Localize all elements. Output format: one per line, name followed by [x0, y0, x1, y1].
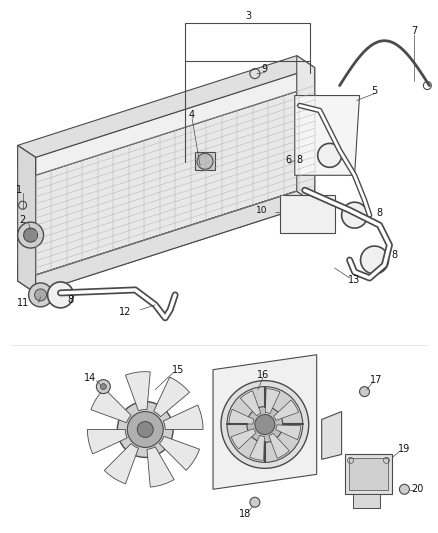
Text: 1: 1 [16, 185, 22, 195]
Circle shape [117, 401, 173, 457]
Polygon shape [265, 389, 280, 414]
Text: 3: 3 [245, 11, 251, 21]
Text: 10: 10 [256, 206, 268, 215]
Bar [349, 458, 389, 490]
Polygon shape [18, 146, 35, 175]
Text: 14: 14 [84, 373, 96, 383]
Circle shape [137, 422, 153, 438]
Polygon shape [250, 435, 265, 461]
Text: 8: 8 [297, 155, 303, 165]
Polygon shape [88, 430, 127, 454]
Circle shape [96, 379, 110, 393]
Circle shape [100, 384, 106, 390]
Circle shape [255, 415, 275, 434]
Polygon shape [269, 433, 290, 458]
Circle shape [18, 222, 43, 248]
Text: 19: 19 [398, 445, 410, 455]
Text: 11: 11 [17, 298, 29, 308]
Polygon shape [163, 405, 203, 430]
Polygon shape [35, 68, 314, 175]
Bar [195, 152, 215, 171]
Circle shape [28, 283, 53, 307]
Circle shape [197, 154, 213, 169]
Text: 7: 7 [411, 26, 417, 36]
Text: 9: 9 [262, 63, 268, 74]
Polygon shape [154, 377, 190, 417]
Circle shape [35, 289, 46, 301]
Polygon shape [18, 55, 314, 157]
Polygon shape [18, 263, 35, 293]
Circle shape [318, 143, 342, 167]
Bar [280, 195, 335, 233]
Circle shape [399, 484, 410, 494]
Text: 18: 18 [239, 509, 251, 519]
Text: 12: 12 [119, 307, 131, 317]
Polygon shape [321, 411, 342, 459]
Polygon shape [295, 95, 360, 175]
Text: 15: 15 [172, 365, 184, 375]
Polygon shape [125, 372, 150, 411]
Circle shape [127, 411, 163, 447]
Text: 4: 4 [189, 110, 195, 120]
Polygon shape [91, 389, 131, 423]
Polygon shape [159, 437, 200, 470]
Circle shape [360, 386, 370, 397]
Bar [185, 23, 310, 61]
Circle shape [342, 202, 367, 228]
Polygon shape [276, 425, 301, 440]
Bar [353, 494, 381, 508]
Circle shape [24, 228, 38, 242]
Text: 8: 8 [392, 250, 398, 260]
Polygon shape [35, 185, 314, 293]
Polygon shape [229, 409, 254, 424]
Text: 5: 5 [371, 86, 378, 95]
Text: 2: 2 [20, 215, 26, 225]
Text: 20: 20 [411, 484, 424, 494]
Polygon shape [297, 55, 314, 203]
Circle shape [360, 246, 389, 274]
Circle shape [247, 407, 283, 442]
Polygon shape [35, 86, 314, 275]
Text: 17: 17 [370, 375, 383, 385]
Circle shape [227, 386, 303, 462]
Polygon shape [274, 400, 299, 421]
Text: 8: 8 [67, 295, 74, 305]
Text: 16: 16 [257, 370, 269, 379]
Polygon shape [213, 355, 317, 489]
Polygon shape [147, 447, 174, 487]
Polygon shape [231, 429, 256, 449]
Polygon shape [104, 443, 138, 484]
Circle shape [250, 497, 260, 507]
Circle shape [48, 282, 74, 308]
Text: 6: 6 [286, 155, 292, 165]
Circle shape [221, 381, 309, 469]
Polygon shape [240, 391, 261, 416]
Polygon shape [18, 191, 314, 293]
Text: 13: 13 [349, 275, 361, 285]
Bar [345, 455, 392, 494]
Polygon shape [18, 146, 35, 293]
Text: 8: 8 [376, 208, 382, 218]
